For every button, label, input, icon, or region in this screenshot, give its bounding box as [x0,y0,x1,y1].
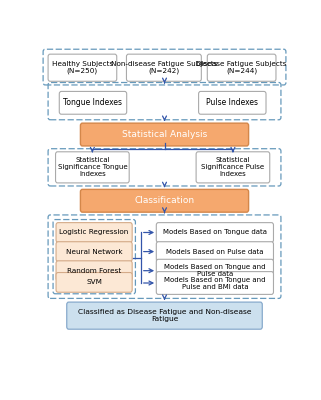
FancyBboxPatch shape [48,54,117,81]
Text: Statistical
Significance Pulse
Indexes: Statistical Significance Pulse Indexes [201,157,265,177]
Text: Models Based on Tongue and
Pulse and BMI data: Models Based on Tongue and Pulse and BMI… [164,276,266,290]
FancyBboxPatch shape [56,152,129,183]
FancyBboxPatch shape [59,92,127,114]
Text: Tongue Indexes: Tongue Indexes [64,98,123,107]
Text: Pulse Indexes: Pulse Indexes [206,98,258,107]
FancyBboxPatch shape [207,54,276,81]
FancyBboxPatch shape [56,242,132,262]
Text: Non-disease Fatigue Subjects
(N=242): Non-disease Fatigue Subjects (N=242) [111,61,217,74]
FancyBboxPatch shape [126,54,201,81]
Text: Statistical Analysis: Statistical Analysis [122,130,207,139]
Text: Logistic Regression: Logistic Regression [59,230,129,236]
Text: Neural Network: Neural Network [66,248,122,254]
Text: Classification: Classification [134,196,195,205]
FancyBboxPatch shape [196,152,270,183]
Text: Statistical
Significance Tongue
Indexes: Statistical Significance Tongue Indexes [57,157,127,177]
Text: Classified as Disease Fatigue and Non-disease
Fatigue: Classified as Disease Fatigue and Non-di… [78,309,251,322]
FancyBboxPatch shape [81,123,248,146]
FancyBboxPatch shape [56,223,132,242]
Text: Models Based on Pulse data: Models Based on Pulse data [166,248,264,254]
Text: Healthy Subjects
(N=250): Healthy Subjects (N=250) [52,61,113,74]
Text: SVM: SVM [86,279,102,285]
FancyBboxPatch shape [81,189,248,212]
Text: Models Based on Tongue data: Models Based on Tongue data [163,230,267,236]
FancyBboxPatch shape [199,92,266,114]
FancyBboxPatch shape [156,242,273,262]
Text: Models Based on Tongue and
Pulse data: Models Based on Tongue and Pulse data [164,264,266,277]
FancyBboxPatch shape [56,261,132,280]
Text: Random Forest: Random Forest [67,268,121,274]
FancyBboxPatch shape [56,272,132,292]
FancyBboxPatch shape [156,223,273,242]
Text: Disease Fatigue Subjects
(N=244): Disease Fatigue Subjects (N=244) [196,61,287,74]
FancyBboxPatch shape [67,302,262,329]
FancyBboxPatch shape [156,272,273,294]
FancyBboxPatch shape [156,259,273,282]
